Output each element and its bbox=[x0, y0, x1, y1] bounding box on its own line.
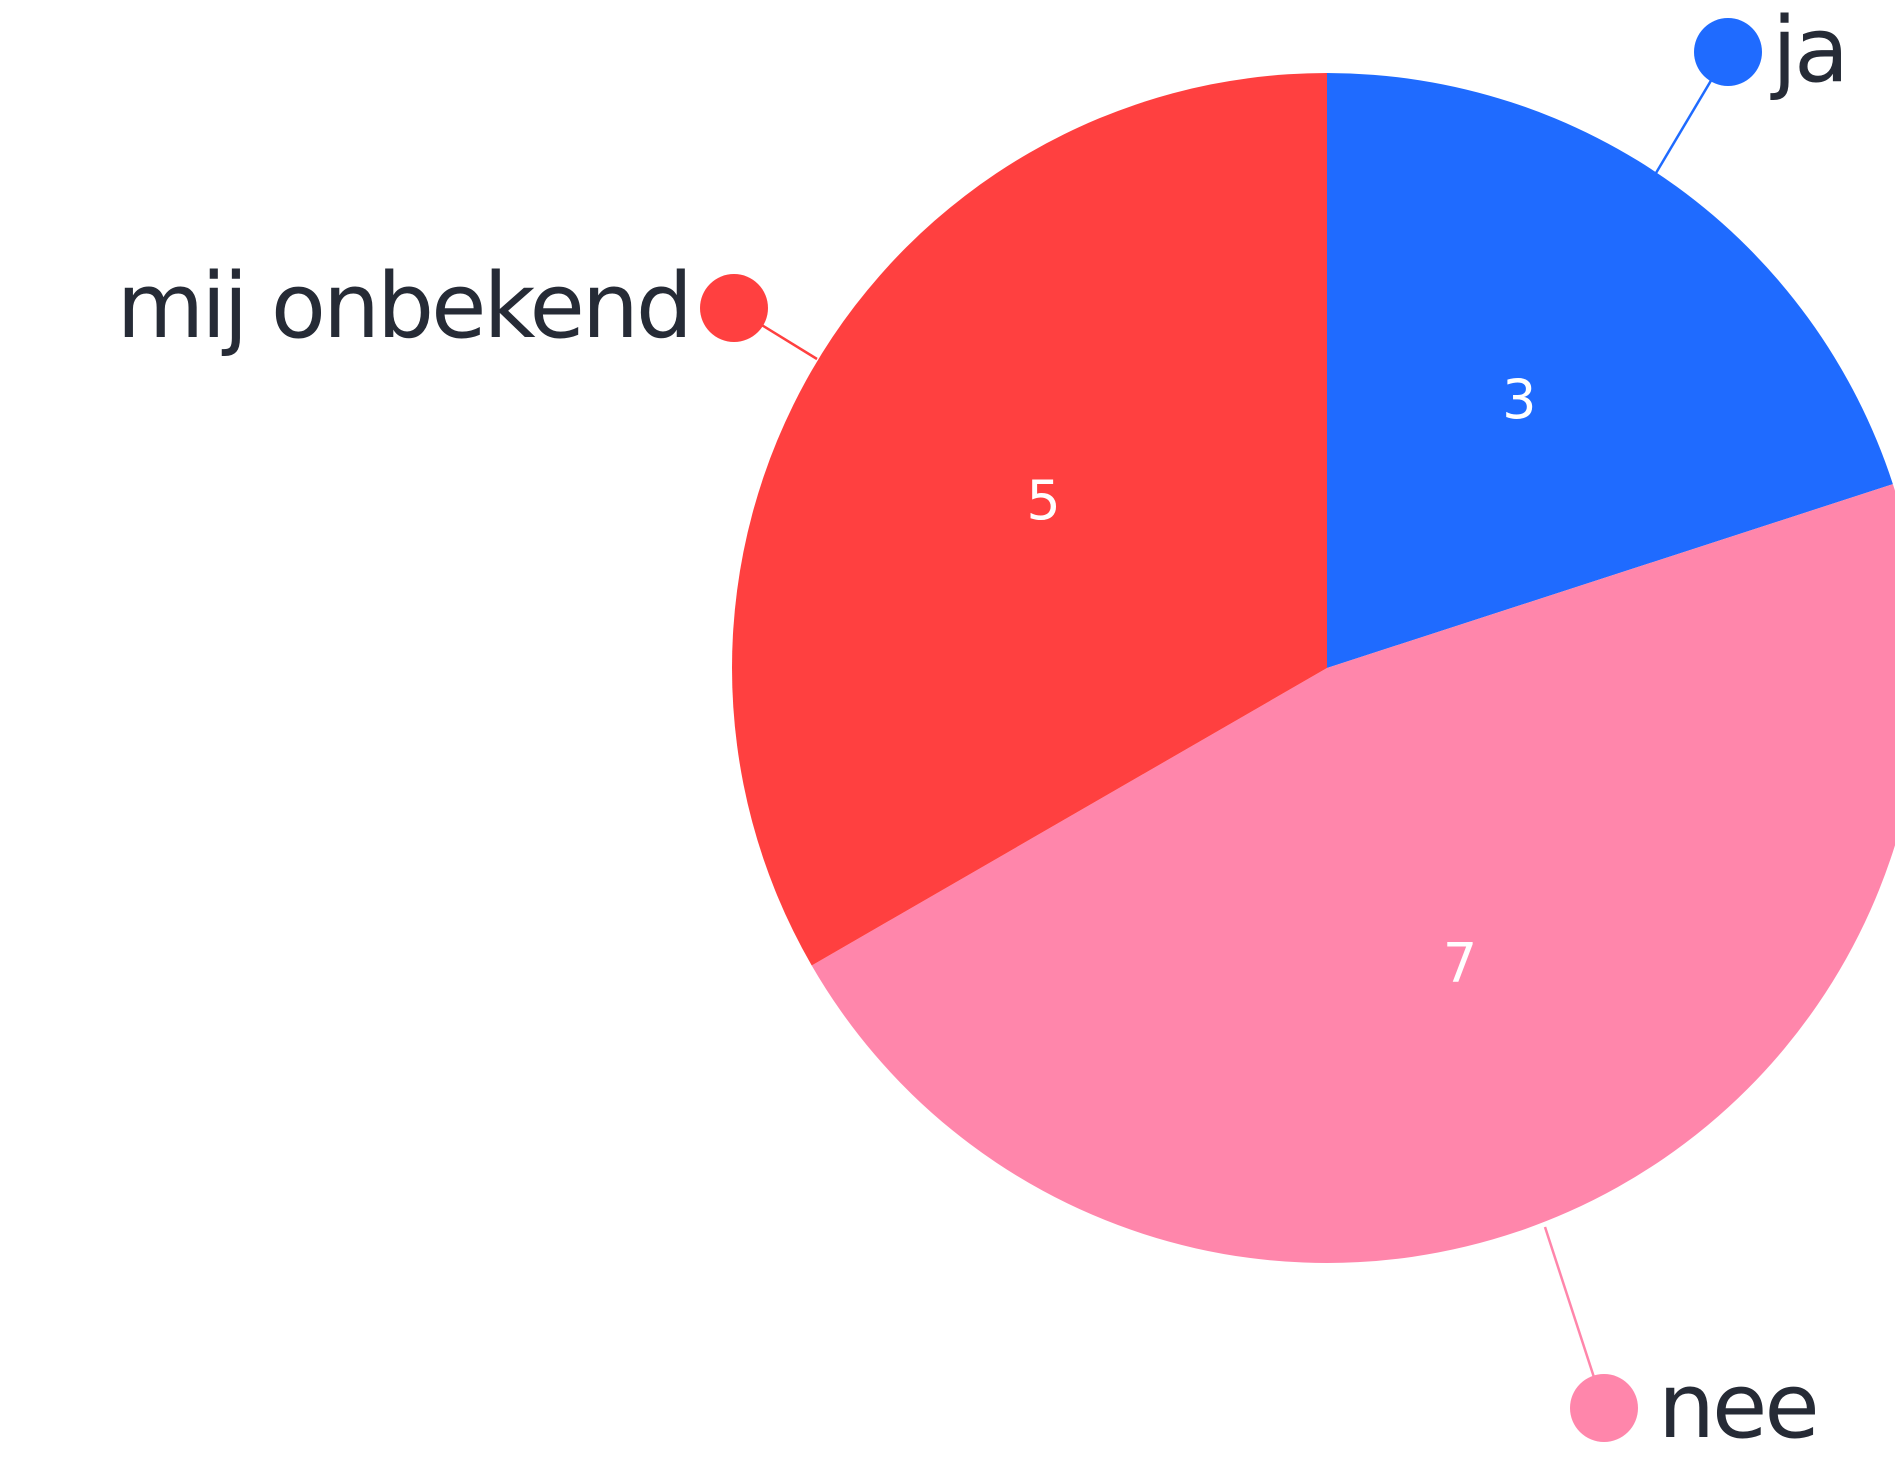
pie-slice bbox=[811, 484, 1895, 1263]
value-label: 7 bbox=[1443, 932, 1477, 995]
value-label: 5 bbox=[1026, 469, 1060, 532]
legend-dot bbox=[700, 274, 768, 342]
value-label: 3 bbox=[1502, 368, 1536, 431]
pie-slice bbox=[731, 73, 1327, 966]
category-label: ja bbox=[1770, 0, 1846, 103]
legend-dot bbox=[1694, 18, 1762, 86]
legend-dot bbox=[1570, 1374, 1638, 1442]
category-label: mij onbekend bbox=[117, 254, 690, 359]
category-label: nee bbox=[1658, 1354, 1817, 1459]
pie-slice bbox=[1327, 73, 1893, 668]
